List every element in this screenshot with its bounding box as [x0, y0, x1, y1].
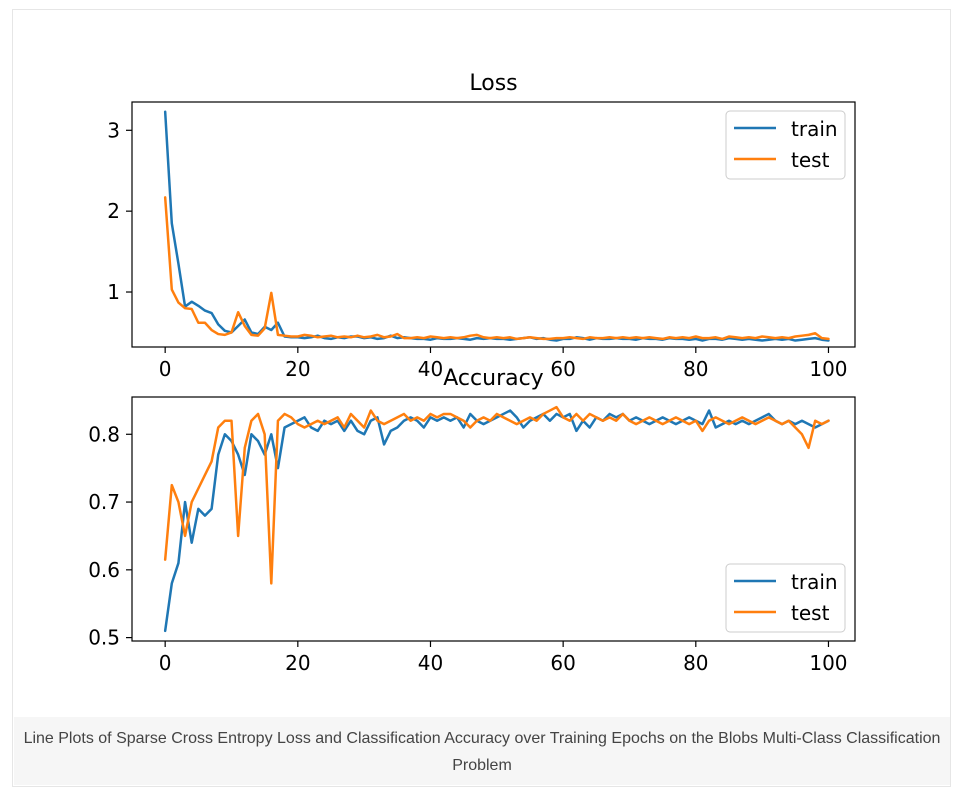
loss-legend-test-label: test	[791, 148, 830, 172]
loss-test-series-line	[163, 196, 830, 341]
loss-ytick-label: 1	[107, 280, 120, 304]
accuracy-xtick-label: 60	[550, 651, 575, 675]
loss-chart: Loss 0 20 40 60 80 100 1 2 3 train test	[107, 71, 856, 381]
accuracy-xtick-label: 20	[285, 651, 310, 675]
loss-xtick-label: 40	[418, 357, 443, 381]
loss-legend-train-label: train	[791, 117, 838, 141]
loss-chart-title: Loss	[469, 71, 517, 96]
accuracy-test-series-line	[163, 405, 830, 585]
accuracy-legend-train-label: train	[791, 570, 838, 594]
loss-xtick-label: 20	[285, 357, 310, 381]
accuracy-ytick-label: 0.8	[88, 422, 120, 446]
accuracy-xtick-label: 80	[683, 651, 708, 675]
accuracy-ytick-label: 0.5	[88, 626, 120, 650]
accuracy-xtick-label: 100	[809, 651, 847, 675]
accuracy-legend-test-label: test	[791, 601, 830, 625]
accuracy-chart-title: Accuracy	[443, 366, 543, 391]
loss-ytick-label: 2	[107, 199, 120, 223]
loss-xtick-label: 80	[683, 357, 708, 381]
loss-ytick-label: 3	[107, 118, 120, 142]
loss-xtick-label: 100	[809, 357, 847, 381]
accuracy-xtick-label: 40	[418, 651, 443, 675]
accuracy-ytick-label: 0.6	[88, 558, 120, 582]
loss-legend: train test	[725, 110, 846, 180]
accuracy-chart: Accuracy 0 20 40 60 80 100 0.5 0.6 0.7 0.8 train …	[88, 366, 856, 675]
figure-caption: Line Plots of Sparse Cross Entropy Loss …	[14, 717, 950, 785]
figure-canvas: Loss 0 20 40 60 80 100 1 2 3 train test Accuracy…	[88, 71, 856, 675]
accuracy-ytick-label: 0.7	[88, 490, 120, 514]
loss-xtick-label: 60	[550, 357, 575, 381]
accuracy-legend: train test	[725, 563, 846, 633]
accuracy-xtick-label: 0	[159, 651, 172, 675]
loss-xtick-label: 0	[159, 357, 172, 381]
